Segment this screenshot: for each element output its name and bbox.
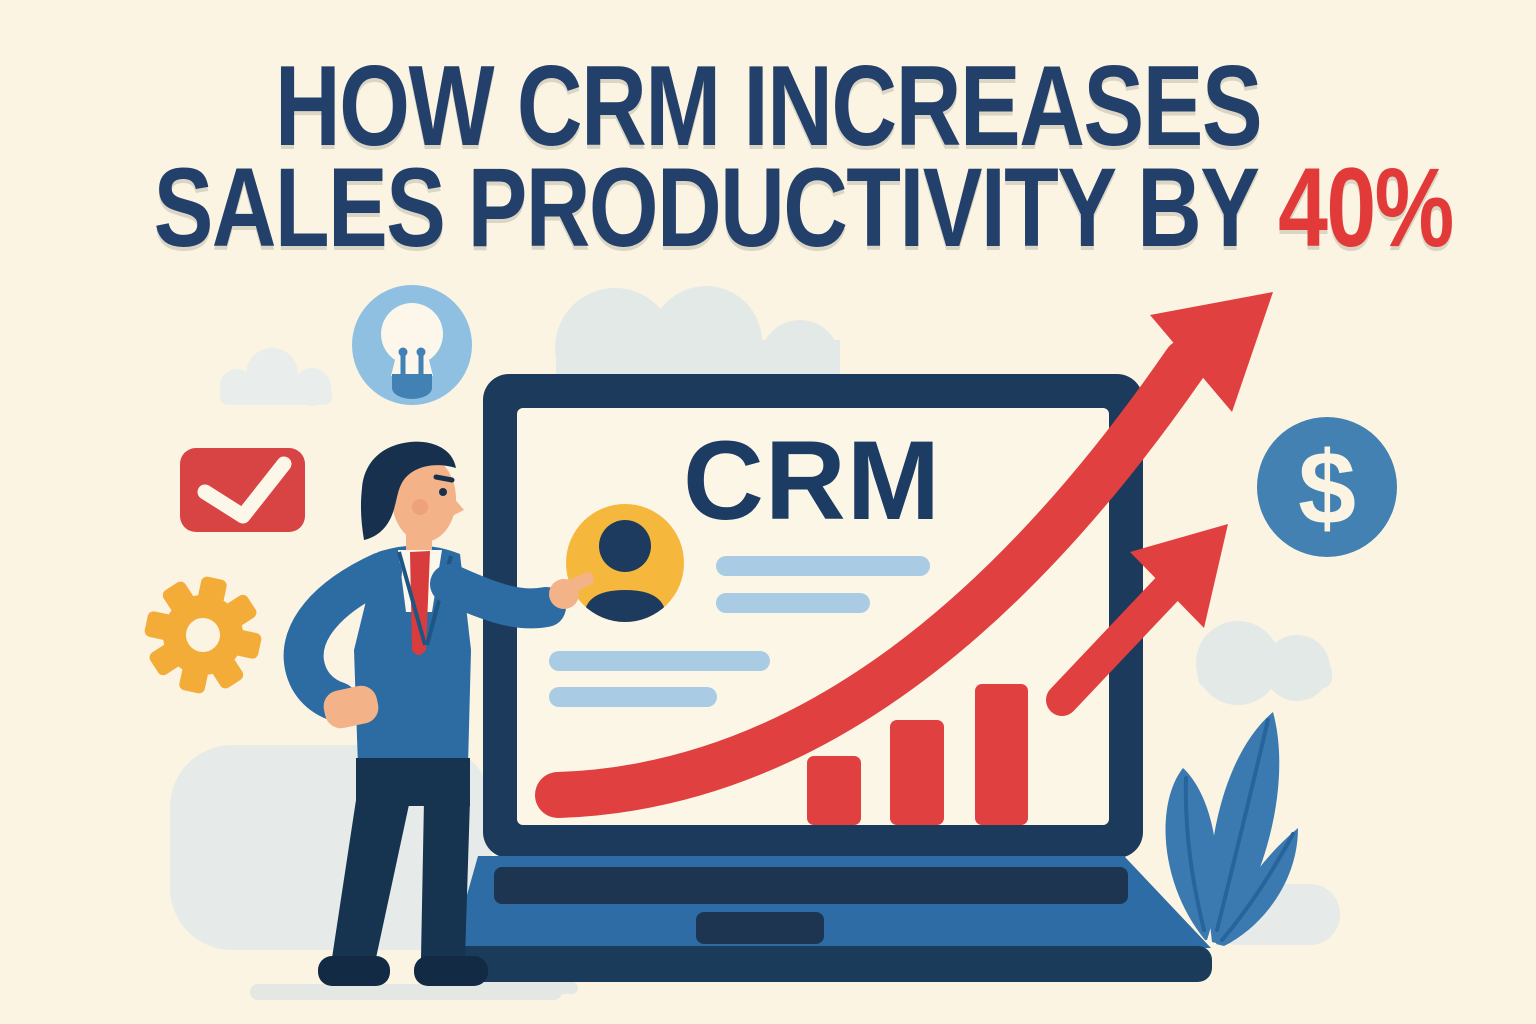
- lapel-left: [397, 551, 427, 646]
- ear: [412, 499, 428, 515]
- laptop-keyboard: [494, 867, 1128, 904]
- secondary-arrow-head: [1130, 524, 1228, 628]
- trousers: [332, 758, 470, 958]
- nose: [450, 496, 464, 517]
- arm-on-hip: [283, 552, 402, 722]
- hand-on-hip: [323, 685, 379, 729]
- eyebrow: [433, 474, 455, 483]
- eye: [439, 488, 447, 496]
- title-highlight-40pct: 40%: [1278, 145, 1454, 270]
- cloud-top-left: [220, 348, 332, 406]
- bar-chart-icon: [807, 684, 1028, 825]
- lightbulb-icon: [352, 285, 472, 405]
- plant-leaf-right-vein: [1220, 832, 1295, 942]
- screen-content: CRM: [549, 418, 1028, 825]
- ground-shadow-laptop: [474, 982, 578, 994]
- secondary-arrow-icon: [1046, 524, 1228, 716]
- growth-arrow-shaft: [535, 339, 1209, 818]
- screen-text-lines: [549, 556, 930, 707]
- growth-arrow-icon: [535, 292, 1273, 818]
- gear-icon: [144, 576, 262, 694]
- plant-leaf-middle-vein: [1215, 718, 1270, 932]
- pointing-finger: [555, 572, 594, 597]
- dollar-icon: $: [1257, 417, 1397, 557]
- checkmark-icon: [180, 448, 305, 532]
- laptop-screen: [517, 408, 1109, 825]
- cloud-mid-right: [1196, 621, 1332, 705]
- title-text-line2: SALES PRODUCTIVITY BY: [153, 145, 1260, 270]
- page-title-line1: HOW CRM INCREASES: [154, 50, 1383, 164]
- title-text-line1: HOW CRM INCREASES: [274, 43, 1263, 170]
- tie: [410, 551, 430, 655]
- hair: [360, 441, 456, 540]
- pointing-arm: [430, 564, 566, 629]
- plant-figure: [1165, 712, 1298, 946]
- page-title-line2: SALES PRODUCTIVITY BY 40%: [154, 152, 1455, 264]
- businessman-figure: [283, 441, 594, 986]
- shoe-left: [318, 956, 390, 986]
- dollar-symbol-text: $: [1298, 431, 1356, 547]
- secondary-arrow-shaft: [1046, 572, 1184, 716]
- plant-leaf-left-vein: [1183, 776, 1206, 932]
- crm-screen-label: CRM: [683, 418, 941, 543]
- laptop-trackpad: [696, 912, 824, 944]
- growth-arrow-head: [1150, 292, 1273, 412]
- laptop-base-front: [452, 946, 1212, 982]
- shoe-right: [414, 956, 488, 986]
